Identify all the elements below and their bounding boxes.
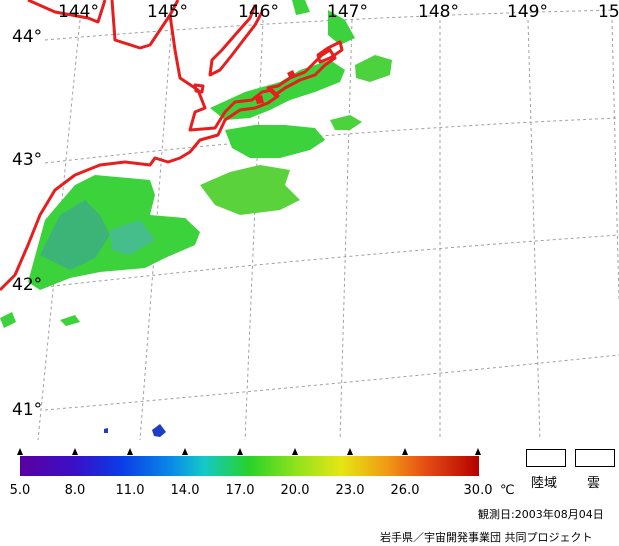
graticule-latitude <box>44 9 619 411</box>
land-legend-label: 陸域 <box>531 476 558 491</box>
coastline-small-island <box>193 83 205 94</box>
scale-tick-label: 14.0 <box>170 483 200 498</box>
scale-tick <box>17 448 23 455</box>
longitude-label-150: 15 <box>598 2 619 22</box>
scale-tick-label: 30.0 <box>463 483 493 498</box>
latitude-label-44: 44° <box>12 27 43 47</box>
cloud-legend-label: 雲 <box>587 476 601 491</box>
sea-surface-temperature-map <box>0 0 619 440</box>
latitude-label-43: 43° <box>12 150 43 170</box>
sst-patch-teal-2 <box>110 220 155 255</box>
coastline-hokkaido-north <box>27 0 180 50</box>
scale-tick <box>127 448 133 455</box>
sst-patch-east <box>330 115 362 130</box>
latitude-label-42: 42° <box>12 275 43 295</box>
scale-tick-label: 17.0 <box>225 483 255 498</box>
sst-patch-blue <box>152 424 166 437</box>
sst-patch-north-2 <box>328 10 355 45</box>
coastline-kunashiri <box>266 48 337 97</box>
sst-patch-cloudgap <box>225 125 325 158</box>
scale-tick-label: 8.0 <box>64 483 86 498</box>
scale-tick-label: 5.0 <box>9 483 31 498</box>
temperature-unit: ℃ <box>500 483 515 498</box>
sst-patch-small-south <box>60 315 80 326</box>
observation-date: 観測日:2003年08月04日 <box>478 508 604 521</box>
sst-patch-small-west <box>0 312 16 328</box>
longitude-label-147: 147° <box>327 2 368 22</box>
scale-tick <box>237 448 243 455</box>
sst-patch-blue-small <box>104 428 108 433</box>
scale-tick-label: 23.0 <box>335 483 365 498</box>
scale-tick <box>347 448 353 455</box>
scale-tick <box>72 448 78 455</box>
coastline-shiretoko <box>208 4 264 77</box>
coastline <box>0 0 344 292</box>
longitude-label-148: 148° <box>418 2 459 22</box>
credit-text: 岩手県／宇宙開発事業団 共同プロジェクト <box>380 531 593 544</box>
latitude-label-41: 41° <box>12 400 43 420</box>
scale-tick <box>292 448 298 455</box>
scale-tick-label: 11.0 <box>115 483 145 498</box>
cloud-legend-swatch <box>575 449 615 467</box>
sst-patch-upper <box>210 60 345 120</box>
sst-patches <box>0 0 392 437</box>
coastline-island-east <box>316 40 344 64</box>
sst-patch-north <box>292 0 310 15</box>
sst-patch-northeast <box>355 55 392 82</box>
scale-tick <box>475 448 481 455</box>
temperature-color-scale <box>20 456 479 476</box>
longitude-label-149: 149° <box>507 2 548 22</box>
scale-tick <box>182 448 188 455</box>
coastline-hokkaido-east <box>0 14 280 292</box>
land-legend-swatch <box>526 449 566 467</box>
longitude-label-146: 146° <box>238 2 279 22</box>
scale-tick-label: 20.0 <box>280 483 310 498</box>
longitude-label-145: 145° <box>147 2 188 22</box>
scale-tick-label: 26.0 <box>390 483 420 498</box>
sst-patch-teal <box>40 200 110 270</box>
sst-patch-center <box>200 165 300 215</box>
scale-tick <box>402 448 408 455</box>
longitude-label-144: 144° <box>58 2 99 22</box>
